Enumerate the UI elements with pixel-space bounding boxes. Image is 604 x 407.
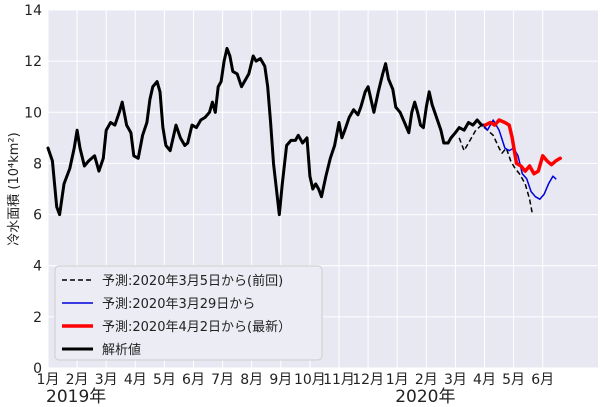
series-line-0 (458, 124, 534, 215)
x-tick-label: 8月 (240, 372, 263, 388)
legend-label: 予測:2020年3月29日から (102, 297, 255, 312)
year-label: 2019年 (46, 387, 106, 407)
year-label: 2020年 (395, 387, 455, 407)
x-tick-label: 3月 (444, 372, 467, 388)
legend-label: 予測:2020年3月5日から(前回) (102, 273, 283, 289)
x-tick-label: 6月 (182, 372, 205, 388)
y-tick-labels: 0 2 4 6 8 10 12 14 (24, 3, 42, 377)
x-tick-label: 5月 (153, 372, 176, 388)
x-tick-label: 11月 (323, 372, 355, 388)
x-tick-label: 7月 (211, 372, 234, 388)
legend: 予測:2020年3月5日から(前回) 予測:2020年3月29日から予測:2020… (54, 265, 323, 361)
y-tick-label: 10 (24, 105, 42, 121)
x-tick-label: 3月 (95, 372, 118, 388)
y-tick-label: 12 (24, 54, 42, 70)
y-tick-label: 8 (33, 156, 42, 172)
x-tick-label: 2月 (66, 372, 89, 388)
series-line-3 (46, 46, 486, 217)
x-tick-label: 4月 (124, 372, 147, 388)
legend-label: 解析値 (102, 342, 141, 358)
y-tick-label: 14 (24, 3, 42, 19)
y-tick-label: 0 (33, 361, 42, 377)
y-tick-label: 2 (33, 310, 42, 326)
y-axis-label: 冷水面積 (10⁴km²) (7, 132, 22, 245)
series-group (46, 46, 562, 217)
series-line-1 (482, 119, 557, 200)
legend-box (54, 265, 323, 361)
x-tick-label: 12月 (352, 372, 384, 388)
year-labels: 2019年 2020年 (46, 387, 455, 407)
x-tick-label: 9月 (269, 372, 292, 388)
y-tick-label: 4 (33, 259, 42, 275)
x-tick-label: 1月 (37, 372, 60, 388)
x-tick-label: 6月 (531, 372, 554, 388)
x-tick-label: 4月 (473, 372, 496, 388)
legend-label: 予測:2020年4月2日から(最新） (102, 319, 291, 335)
x-tick-label: 2月 (415, 372, 438, 388)
series-line-2 (483, 118, 562, 176)
x-tick-label: 10月 (294, 372, 326, 388)
x-tick-label: 1月 (386, 372, 409, 388)
x-tick-label: 5月 (502, 372, 525, 388)
y-tick-label: 6 (33, 208, 42, 224)
